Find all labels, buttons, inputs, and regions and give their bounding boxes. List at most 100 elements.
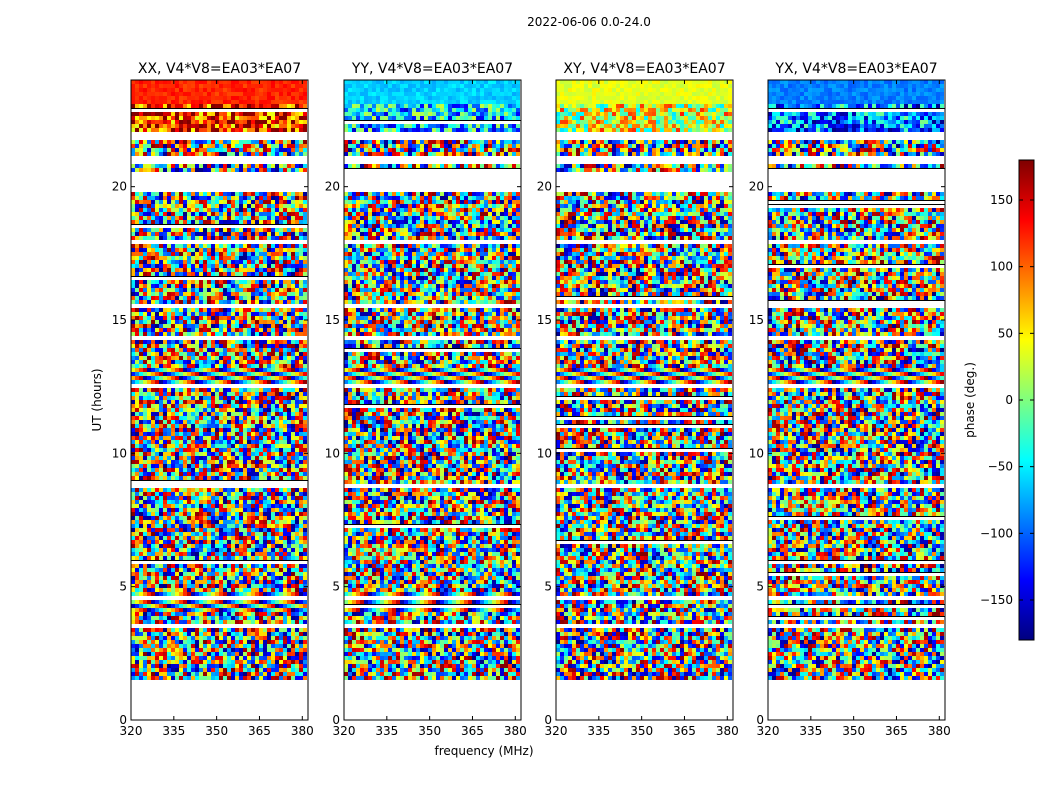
phase-cell xyxy=(215,588,219,592)
phase-cell xyxy=(291,356,295,360)
phase-cell xyxy=(179,372,183,376)
phase-cell xyxy=(263,516,267,520)
phase-cell xyxy=(219,280,223,284)
phase-cell xyxy=(291,256,295,260)
phase-cell xyxy=(155,460,159,464)
phase-cell xyxy=(187,192,191,196)
phase-cell xyxy=(195,272,199,276)
phase-cell xyxy=(259,96,263,100)
phase-cell xyxy=(235,508,239,512)
phase-cell xyxy=(231,392,235,396)
phase-cell xyxy=(231,600,235,604)
phase-cell xyxy=(223,328,227,332)
phase-cell xyxy=(227,212,231,216)
phase-cell xyxy=(187,116,191,120)
phase-cell xyxy=(151,436,155,440)
phase-cell xyxy=(227,312,231,316)
phase-cell xyxy=(295,308,299,312)
phase-cell xyxy=(191,332,195,336)
phase-cell xyxy=(227,380,231,384)
phase-cell xyxy=(271,344,275,348)
phase-cell xyxy=(199,456,203,460)
phase-cell xyxy=(299,120,303,124)
phase-cell xyxy=(191,400,195,404)
phase-cell xyxy=(299,364,303,368)
phase-cell xyxy=(187,244,191,248)
phase-cell xyxy=(211,568,215,572)
phase-cell xyxy=(243,444,247,448)
phase-cell xyxy=(191,300,195,304)
phase-cell xyxy=(295,600,299,604)
phase-cell xyxy=(207,588,211,592)
phase-cell xyxy=(255,216,259,220)
phase-cell xyxy=(163,100,167,104)
phase-cell xyxy=(163,332,167,336)
phase-cell xyxy=(235,264,239,268)
phase-cell xyxy=(167,144,171,148)
phase-cell xyxy=(167,548,171,552)
phase-cell xyxy=(135,312,139,316)
phase-cell xyxy=(235,376,239,380)
phase-cell xyxy=(243,488,247,492)
phase-cell xyxy=(287,432,291,436)
phase-cell xyxy=(259,580,263,584)
phase-cell xyxy=(239,316,243,320)
phase-cell xyxy=(227,216,231,220)
phase-cell xyxy=(299,448,303,452)
phase-cell xyxy=(219,104,223,108)
phase-cell xyxy=(175,504,179,508)
phase-cell xyxy=(295,520,299,524)
phase-cell xyxy=(243,592,247,596)
phase-cell xyxy=(303,444,307,448)
phase-cell xyxy=(151,340,155,344)
phase-cell xyxy=(231,368,235,372)
phase-cell xyxy=(303,424,307,428)
phase-cell xyxy=(271,80,275,84)
phase-cell xyxy=(187,540,191,544)
phase-cell xyxy=(291,392,295,396)
phase-cell xyxy=(175,492,179,496)
phase-cell xyxy=(231,332,235,336)
phase-cell xyxy=(291,144,295,148)
phase-cell xyxy=(283,608,287,612)
phase-cell xyxy=(283,504,287,508)
phase-cell xyxy=(251,352,255,356)
phase-cell xyxy=(171,592,175,596)
phase-cell xyxy=(171,440,175,444)
phase-cell xyxy=(207,152,211,156)
phase-cell xyxy=(135,412,139,416)
phase-cell xyxy=(239,292,243,296)
phase-cell xyxy=(231,408,235,412)
phase-cell xyxy=(151,504,155,508)
phase-cell xyxy=(235,296,239,300)
phase-cell xyxy=(155,376,159,380)
phase-cell xyxy=(207,340,211,344)
phase-cell xyxy=(283,356,287,360)
phase-cell xyxy=(303,280,307,284)
phase-cell xyxy=(251,564,255,568)
phase-cell xyxy=(131,524,135,528)
phase-cell xyxy=(291,388,295,392)
phase-cell xyxy=(199,604,203,608)
phase-cell xyxy=(283,272,287,276)
phase-cell xyxy=(139,196,143,200)
phase-cell xyxy=(187,580,191,584)
phase-cell xyxy=(139,424,143,428)
phase-cell xyxy=(135,488,139,492)
phase-cell xyxy=(287,512,291,516)
phase-cell xyxy=(159,588,163,592)
phase-cell xyxy=(295,608,299,612)
phase-cell xyxy=(199,460,203,464)
phase-cell xyxy=(251,536,255,540)
phase-cell xyxy=(191,580,195,584)
phase-cell xyxy=(131,364,135,368)
phase-cell xyxy=(207,312,211,316)
phase-cell xyxy=(151,128,155,132)
phase-cell xyxy=(187,524,191,528)
phase-cell xyxy=(223,308,227,312)
phase-cell xyxy=(155,456,159,460)
phase-cell xyxy=(159,456,163,460)
phase-cell xyxy=(235,396,239,400)
phase-cell xyxy=(259,272,263,276)
phase-cell xyxy=(163,448,167,452)
